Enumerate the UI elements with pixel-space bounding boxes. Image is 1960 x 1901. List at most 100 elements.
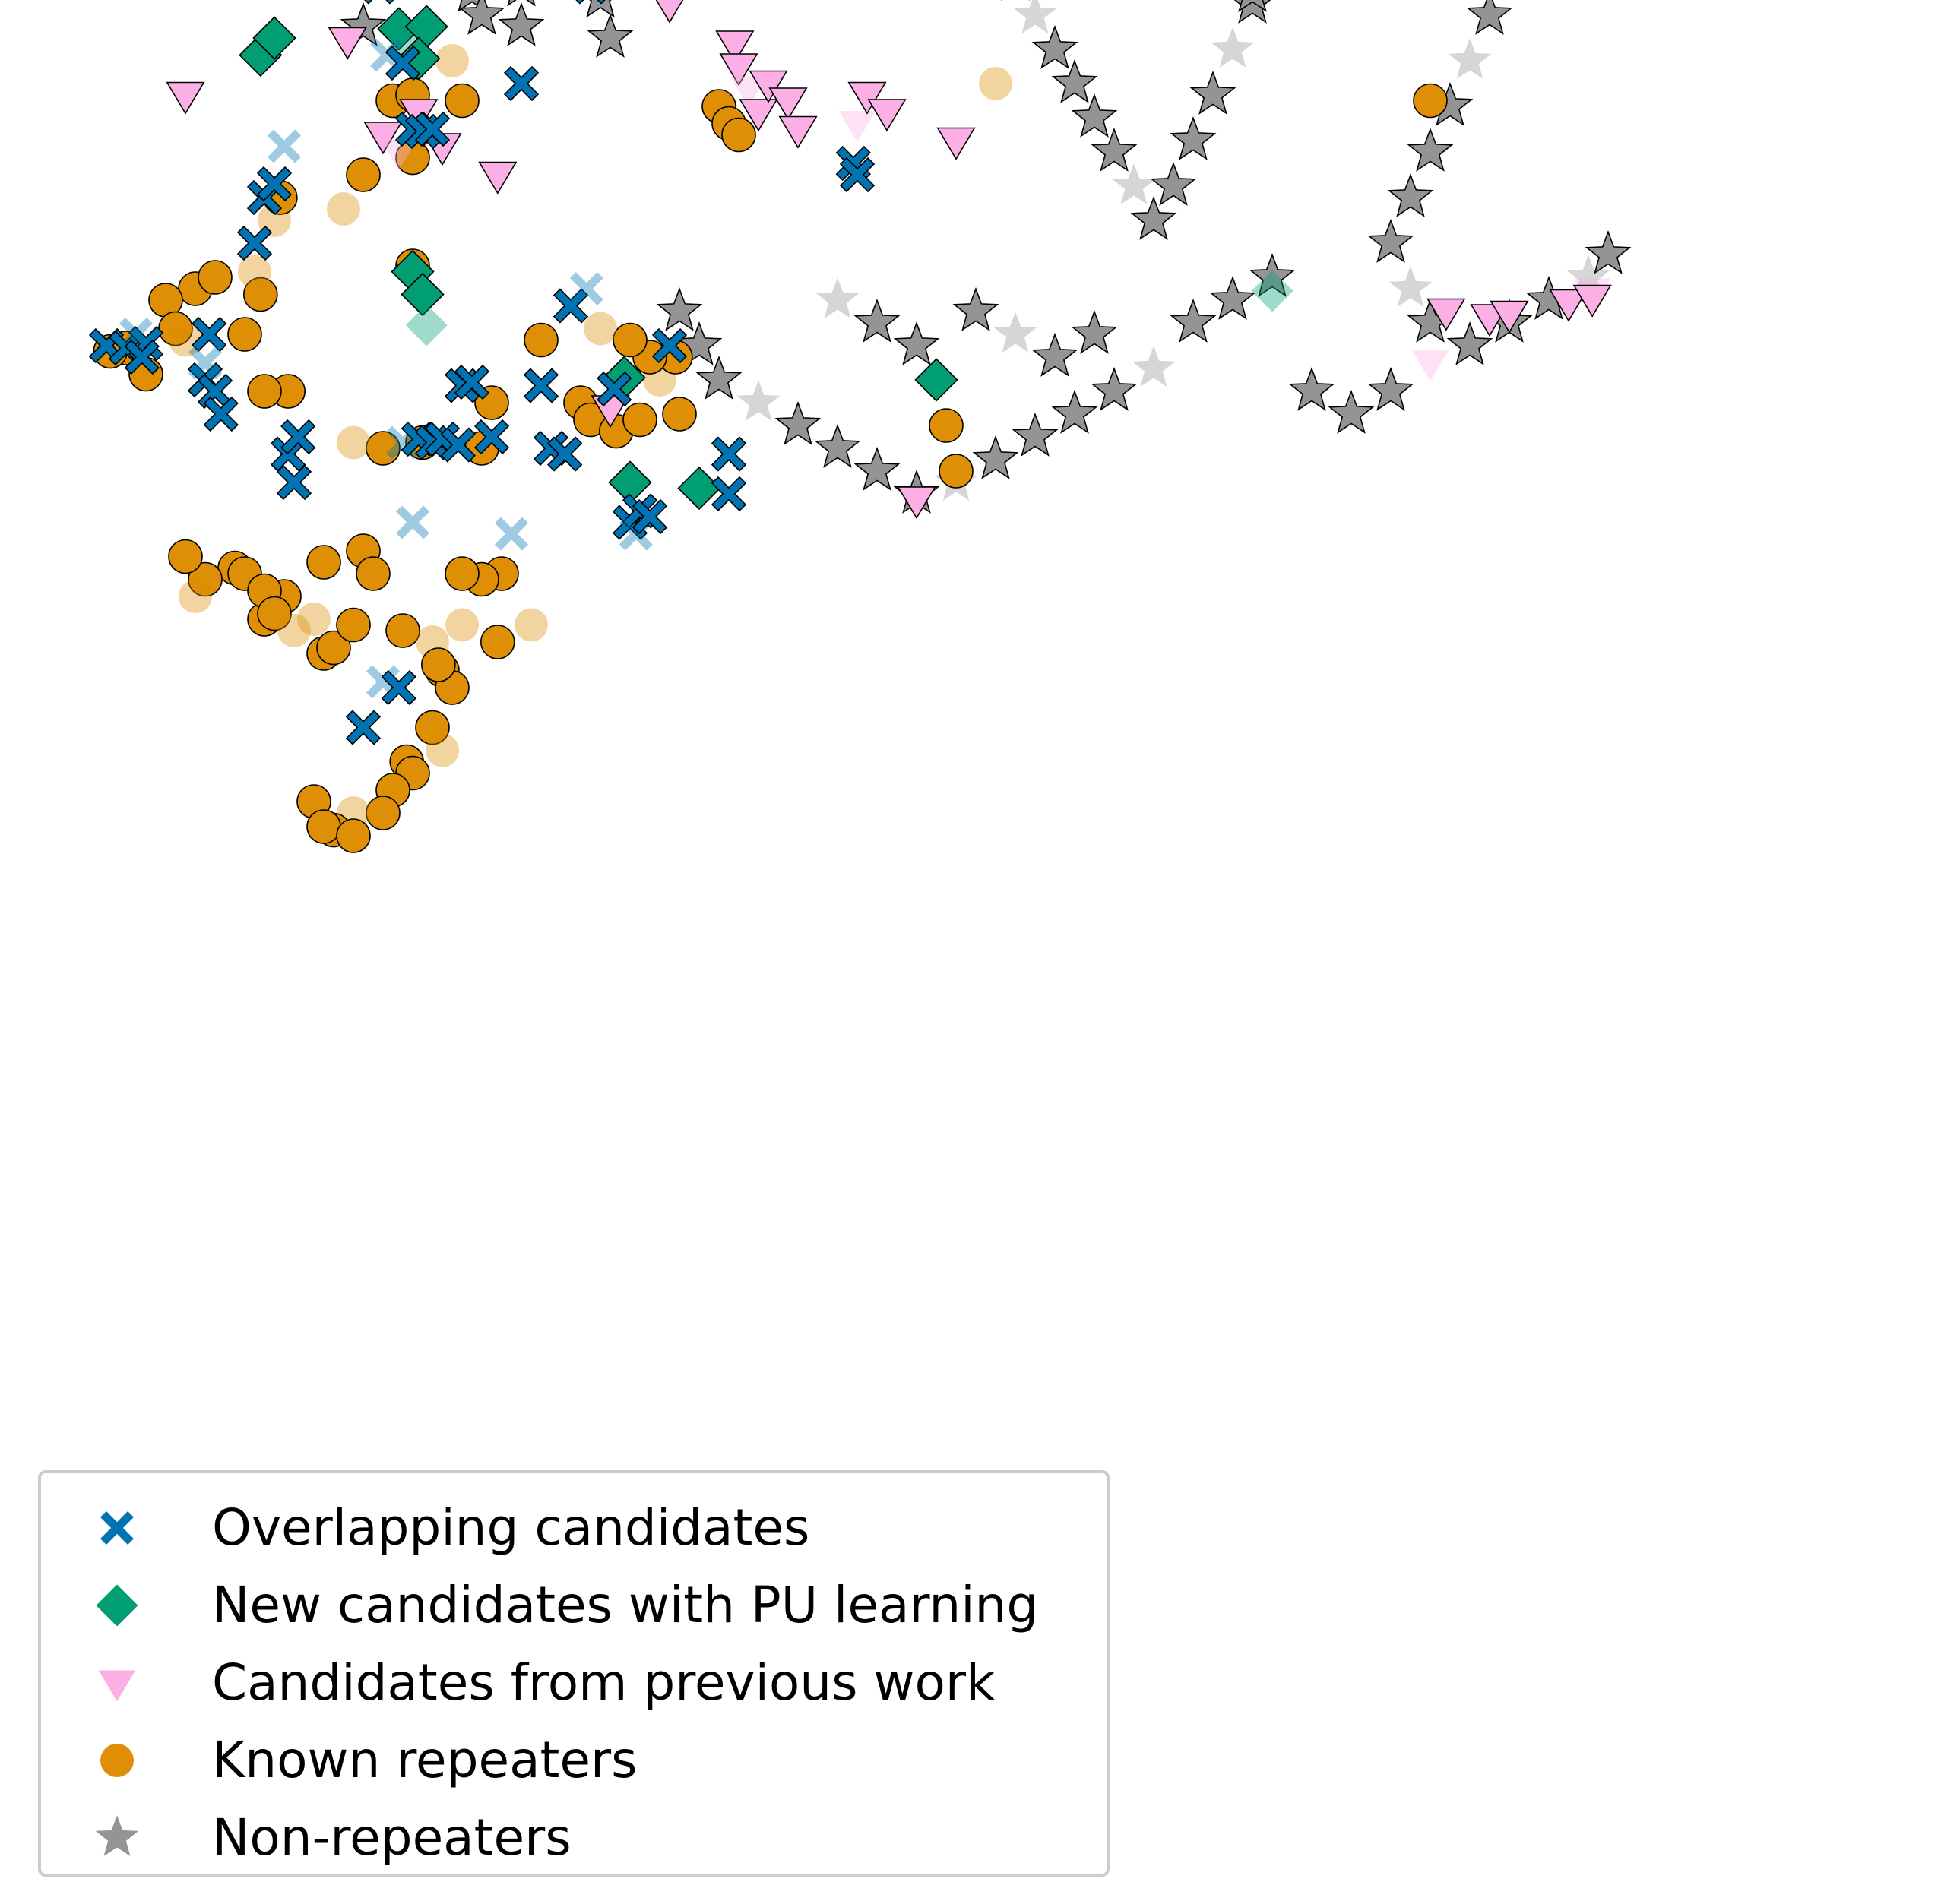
- overlapping-candidate-point: [280, 419, 316, 455]
- known-repeater-point: [426, 733, 459, 767]
- previous-work-candidate-point: [1411, 350, 1449, 381]
- known-repeater-point: [257, 596, 292, 631]
- overlapping-candidate-point: [256, 166, 293, 202]
- non-repeater-point: [1170, 299, 1217, 343]
- known-repeater-point: [445, 83, 480, 119]
- known-repeater-point: [662, 397, 697, 432]
- overlapping-candidate-point: [839, 157, 876, 193]
- known-repeater-point: [227, 317, 262, 352]
- previous-work-candidate-point: [715, 30, 755, 64]
- previous-work-candidate-point: [1490, 300, 1529, 334]
- previous-work-candidate-point: [867, 99, 907, 132]
- known-repeater-point: [366, 431, 401, 466]
- known-repeater-point: [420, 647, 456, 682]
- non-repeater-point: [1170, 116, 1217, 160]
- non-repeater-point: [1209, 276, 1256, 320]
- previous-work-candidate-point: [1549, 289, 1588, 322]
- previous-work-candidate-point: [328, 27, 367, 60]
- known-repeater-point: [336, 607, 371, 643]
- previous-work-candidate-point: [838, 111, 876, 142]
- non-repeater-point: [1051, 390, 1098, 434]
- previous-work-candidate-point: [749, 70, 788, 103]
- non-repeater-point: [814, 424, 861, 468]
- known-repeater-point: [445, 608, 479, 642]
- new-candidate-point: [405, 304, 448, 346]
- known-repeater-point: [385, 613, 420, 648]
- non-repeater-point: [458, 0, 505, 35]
- overlapping-candidate-point: [236, 225, 273, 261]
- known-repeater-point: [1413, 83, 1448, 119]
- known-repeater-point: [613, 322, 648, 358]
- legend-item-new-candidates: New candidates with PU learning: [41, 1567, 1107, 1643]
- previous-work-candidate-point: [897, 486, 936, 520]
- overlapping-candidate-point: [547, 436, 583, 472]
- overlapping-candidate-point: [119, 318, 153, 351]
- legend-item-previous-work: Candidates from previous work: [41, 1645, 1107, 1721]
- overlapping-candidate-point: [364, 0, 394, 5]
- legend-label: New candidates with PU learning: [212, 1576, 1039, 1634]
- circle-marker-icon: [100, 1744, 134, 1777]
- overlapping-candidate-point: [268, 129, 301, 163]
- overlapping-candidate-point: [523, 368, 559, 403]
- overlapping-candidate-point: [124, 339, 160, 375]
- non-repeater-point: [1466, 0, 1513, 35]
- non-repeater-point: [1387, 173, 1434, 217]
- new-candidate-point: [677, 466, 721, 511]
- known-repeater-point: [169, 323, 202, 357]
- new-candidate-point: [914, 358, 958, 402]
- triangle-down-marker-icon: [98, 1670, 136, 1702]
- previous-work-candidate-point: [363, 122, 403, 155]
- overlapping-candidate-point: [632, 498, 668, 535]
- previous-work-candidate-point: [380, 139, 417, 171]
- non-repeater-point: [498, 2, 545, 46]
- overlapping-candidate-point: [370, 38, 404, 72]
- non-repeater-point: [1091, 367, 1138, 411]
- known-repeater-point: [445, 556, 480, 591]
- known-repeater-point: [337, 425, 370, 460]
- non-repeater-point: [507, 0, 536, 7]
- known-repeater-point: [524, 322, 559, 358]
- non-repeater-point: [1446, 321, 1493, 365]
- overlapping-candidate-point: [345, 710, 382, 745]
- non-repeater-point: [587, 14, 634, 58]
- non-repeater-point: [1407, 128, 1454, 172]
- diamond-marker-icon: [96, 1584, 138, 1627]
- known-repeater-point: [515, 608, 548, 642]
- previous-work-candidate-point: [166, 81, 205, 115]
- legend-item-known-repeaters: Known repeaters: [41, 1722, 1107, 1798]
- previous-work-candidate-point: [847, 81, 887, 115]
- known-repeater-point: [198, 260, 233, 295]
- overlapping-candidate-point: [192, 316, 227, 353]
- non-repeater-point: [695, 356, 743, 400]
- non-repeater-point: [1091, 128, 1138, 172]
- overlapping-candidate-point: [503, 65, 540, 102]
- non-repeater-point: [893, 321, 940, 365]
- previous-work-candidate-point: [778, 115, 818, 149]
- non-repeater-point: [1189, 71, 1236, 115]
- overlapping-candidate-point: [711, 436, 747, 472]
- previous-work-candidate-point: [655, 0, 684, 24]
- overlapping-candidate-point: [495, 517, 528, 551]
- non-repeater-point: [736, 380, 781, 422]
- known-repeater-point: [480, 625, 515, 659]
- non-repeater-point: [1013, 0, 1057, 34]
- known-repeater-point: [356, 556, 391, 591]
- previous-work-candidate-point: [719, 53, 758, 87]
- non-repeater-point: [1585, 230, 1632, 274]
- previous-work-candidate-point: [768, 87, 808, 121]
- non-repeater-point: [1288, 367, 1335, 411]
- non-repeater-point: [1388, 266, 1433, 308]
- overlapping-candidate-point: [651, 327, 688, 364]
- known-repeater-point: [242, 277, 278, 312]
- known-repeater-point: [415, 710, 450, 745]
- non-repeater-point: [1031, 25, 1078, 69]
- new-candidate-point: [401, 272, 445, 317]
- non-repeater-point: [656, 287, 703, 331]
- previous-work-candidate-point: [936, 127, 976, 160]
- known-repeater-point: [929, 408, 964, 443]
- non-repeater-point: [853, 447, 901, 491]
- non-repeater-point: [1367, 219, 1414, 263]
- non-repeater-point: [1071, 93, 1118, 138]
- overlapping-candidate-point: [473, 419, 510, 455]
- legend-label: Candidates from previous work: [212, 1653, 996, 1712]
